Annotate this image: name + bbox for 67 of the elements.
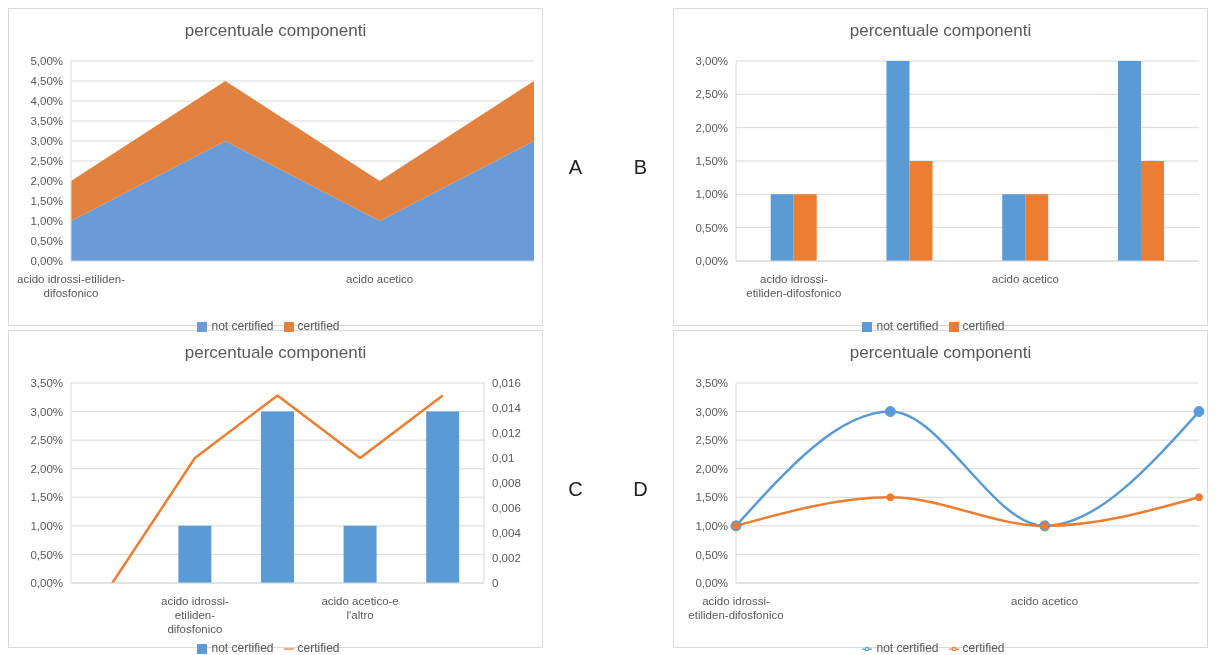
y2-tick-label: 0,012 — [492, 427, 521, 440]
legend-label: not certified — [211, 641, 274, 655]
y-tick-label: 4,00% — [30, 95, 63, 108]
y-tick-label: 2,50% — [30, 155, 63, 168]
y-tick-label: 0,00% — [30, 577, 63, 590]
y-tick-label: 0,00% — [30, 255, 63, 268]
text: D — [633, 477, 648, 501]
x-tick-label: acido acetico — [346, 273, 414, 285]
y-tick-label: 3,50% — [695, 377, 728, 390]
y-tick-label: 0,50% — [695, 221, 728, 234]
y2-tick-label: 0,004 — [492, 527, 522, 540]
y-tick-label: 1,00% — [695, 519, 728, 532]
chart-title: percentuale componenti — [849, 343, 1032, 362]
y-tick-label: 2,00% — [695, 121, 728, 134]
y-tick-label: 3,00% — [695, 405, 728, 418]
x-tick-label: acido idrossi-etiliden-difosfonico — [161, 595, 229, 635]
x-tick-label: acido idrossi-etiliden-difosfonico — [746, 273, 842, 299]
y-tick-label: 1,50% — [30, 491, 63, 504]
x-tick-label: acido acetico — [991, 273, 1059, 285]
text: C — [568, 477, 583, 501]
y-tick-label: 0,50% — [30, 548, 63, 561]
x-tick-label: acido acetico-e l'altro — [321, 595, 399, 621]
y-tick-label: 0,00% — [695, 255, 728, 268]
y-tick-label: 0,50% — [695, 548, 728, 561]
y2-tick-label: 0,016 — [492, 377, 521, 390]
chart-title: percentuale componenti — [184, 343, 367, 362]
legend-label: certified — [297, 319, 340, 333]
y-tick-label: 4,50% — [30, 75, 63, 88]
y-tick-label: 1,50% — [695, 155, 728, 168]
y-tick-label: 3,50% — [30, 377, 63, 390]
y-tick-label: 3,00% — [695, 55, 728, 68]
x-tick-label: acido acetico — [1011, 595, 1079, 607]
legend-label: not certified — [876, 319, 939, 333]
y-tick-label: 2,50% — [695, 88, 728, 101]
y-tick-label: 1,50% — [30, 195, 63, 208]
y-tick-label: 3,00% — [30, 405, 63, 418]
y-tick-label: 1,00% — [30, 519, 63, 532]
y2-tick-label: 0,014 — [492, 402, 522, 415]
chart-title: percentuale componenti — [183, 20, 368, 42]
y-tick-label: 1,50% — [695, 491, 728, 504]
y-tick-label: 2,00% — [695, 462, 728, 475]
y2-tick-label: 0,002 — [492, 552, 521, 565]
y-tick-label: 2,50% — [30, 434, 63, 447]
y-tick-label: 2,00% — [30, 462, 63, 475]
y2-tick-label: 0,006 — [492, 502, 521, 515]
legend-label: certified — [962, 641, 1005, 655]
legend-label: certified — [962, 319, 1005, 333]
y-tick-label: 3,50% — [30, 115, 63, 128]
y-tick-label: 1,00% — [695, 188, 728, 201]
legend-label: certified — [297, 641, 340, 655]
chart-title: percentuale componenti — [848, 20, 1033, 42]
y2-tick-label: 0,008 — [492, 477, 521, 490]
y-tick-label: 2,50% — [695, 434, 728, 447]
y2-tick-label: 0 — [492, 577, 499, 590]
x-tick-label: acido idrossi-etiliden-difosfonico — [688, 595, 784, 621]
y2-tick-label: 0,01 — [492, 452, 515, 465]
y-tick-label: 0,00% — [695, 577, 728, 590]
legend-label: not certified — [211, 319, 274, 333]
legend-label: not certified — [876, 641, 939, 655]
text: B — [633, 155, 648, 179]
y-tick-label: 0,50% — [30, 235, 63, 248]
y-tick-label: 2,00% — [30, 175, 63, 188]
text: A — [568, 155, 583, 179]
x-tick-label: acido idrossi-etiliden-difosfonico — [16, 273, 126, 299]
y-tick-label: 1,00% — [30, 215, 63, 228]
y-tick-label: 5,00% — [30, 55, 63, 68]
y-tick-label: 3,00% — [30, 135, 63, 148]
